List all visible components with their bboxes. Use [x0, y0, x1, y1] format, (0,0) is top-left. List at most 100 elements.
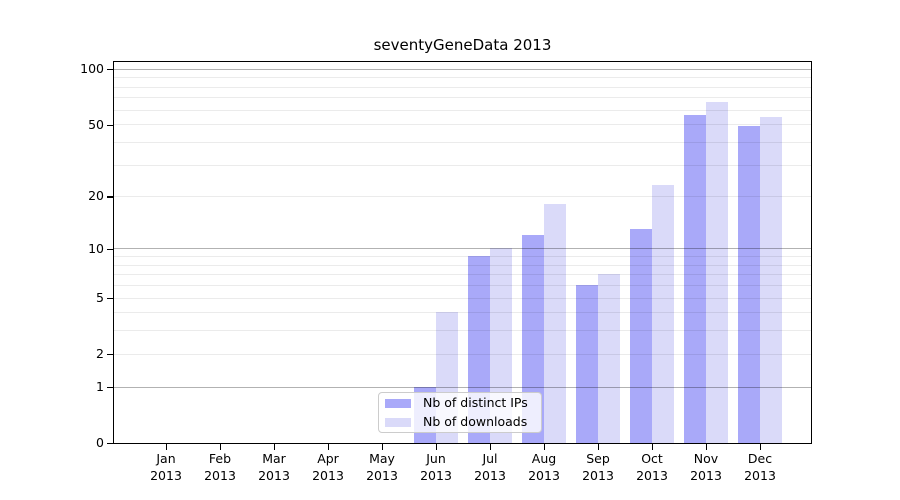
- x-tick-jul: [490, 443, 492, 450]
- plot-area: [112, 60, 812, 444]
- bar-downloads-oct: [651, 185, 674, 443]
- x-tick-label-aug: Aug 2013: [512, 450, 576, 484]
- gridline-y-90: [113, 77, 811, 79]
- x-tick-month-oct: Oct: [641, 451, 663, 466]
- x-tick-apr: [328, 443, 330, 450]
- x-tick-year-aug: 2013: [528, 468, 560, 483]
- y-tick-5: [107, 297, 114, 300]
- gridline-y-3: [113, 330, 811, 332]
- legend-item-downloads: Nb of downloads: [385, 414, 535, 430]
- x-tick-aug: [544, 443, 546, 450]
- x-tick-year-apr: 2013: [312, 468, 344, 483]
- legend: Nb of distinct IPs Nb of downloads: [378, 392, 542, 433]
- x-tick-label-jul: Jul 2013: [458, 450, 522, 484]
- y-tick-label-0: 0: [96, 435, 104, 450]
- x-tick-month-sep: Sep: [586, 451, 610, 466]
- bar-downloads-aug: [543, 204, 566, 443]
- x-tick-sep: [598, 443, 600, 450]
- bar-distinct-ips-dec: [737, 125, 760, 443]
- gridline-y-70: [113, 97, 811, 99]
- x-tick-label-nov: Nov 2013: [674, 450, 738, 484]
- y-tick-label-20: 20: [88, 188, 104, 204]
- gridline-y-80: [113, 86, 811, 88]
- chart-title: seventyGeneData 2013: [373, 36, 552, 54]
- x-tick-month-jun: Jun: [426, 451, 446, 466]
- y-tick-label-50: 50: [88, 116, 104, 132]
- x-tick-mar: [274, 443, 276, 450]
- bar-downloads-sep: [597, 274, 620, 443]
- x-tick-dec: [760, 443, 762, 450]
- gridline-y-7: [113, 274, 811, 276]
- legend-label-distinct-ips: Nb of distinct IPs: [423, 395, 528, 410]
- bar-distinct-ips-oct: [629, 228, 652, 443]
- gridline-y-5: [113, 297, 811, 299]
- x-tick-year-jan: 2013: [150, 468, 182, 483]
- x-tick-label-dec: Dec 2013: [728, 450, 792, 484]
- gridline-y-30: [113, 164, 811, 166]
- y-tick-20: [107, 196, 114, 198]
- x-tick-month-mar: Mar: [262, 451, 286, 466]
- gridline-y-6: [113, 285, 811, 287]
- x-tick-month-jan: Jan: [156, 451, 176, 466]
- y-tick-1: [107, 386, 114, 389]
- gridline-y-1: [113, 386, 811, 388]
- bar-distinct-ips-nov: [683, 115, 706, 443]
- gridline-y-60: [113, 109, 811, 111]
- x-tick-label-sep: Sep 2013: [566, 450, 630, 484]
- legend-swatch-downloads: [385, 417, 411, 427]
- x-tick-year-jul: 2013: [474, 468, 506, 483]
- gridline-y-8: [113, 264, 811, 266]
- x-tick-month-aug: Aug: [531, 451, 557, 466]
- y-tick-2: [107, 354, 114, 356]
- gridline-y-50: [113, 124, 811, 126]
- legend-item-distinct-ips: Nb of distinct IPs: [385, 395, 535, 411]
- y-tick-100: [107, 69, 114, 71]
- bar-downloads-dec: [759, 116, 782, 443]
- x-tick-month-feb: Feb: [208, 451, 232, 466]
- x-tick-year-dec: 2013: [744, 468, 776, 483]
- y-tick-50: [107, 124, 114, 126]
- gridline-y-2: [113, 353, 811, 355]
- gridline-y-40: [113, 141, 811, 143]
- legend-label-downloads: Nb of downloads: [423, 414, 528, 429]
- legend-swatch-distinct-ips: [385, 398, 411, 408]
- x-tick-label-may: May 2013: [350, 450, 414, 484]
- x-tick-oct: [652, 443, 654, 450]
- x-tick-month-apr: Apr: [317, 451, 339, 466]
- bar-downloads-nov: [705, 102, 728, 443]
- x-tick-year-nov: 2013: [690, 468, 722, 483]
- x-tick-label-mar: Mar 2013: [242, 450, 306, 484]
- gridline-y-4: [113, 312, 811, 314]
- y-tick-label-1: 1: [96, 378, 104, 394]
- gridline-y-10: [113, 248, 811, 250]
- x-tick-feb: [220, 443, 222, 450]
- x-tick-month-may: May: [369, 451, 395, 466]
- x-tick-year-jun: 2013: [420, 468, 452, 483]
- x-tick-label-feb: Feb 2013: [188, 450, 252, 484]
- bar-distinct-ips-sep: [575, 285, 598, 443]
- gridline-y-100: [113, 68, 811, 70]
- x-tick-year-oct: 2013: [636, 468, 668, 483]
- x-tick-year-sep: 2013: [582, 468, 614, 483]
- y-tick-10: [107, 248, 114, 251]
- x-tick-month-nov: Nov: [693, 451, 719, 466]
- x-tick-jun: [436, 443, 438, 450]
- x-tick-label-apr: Apr 2013: [296, 450, 360, 484]
- x-tick-month-jul: Jul: [482, 451, 498, 466]
- x-tick-may: [382, 443, 384, 450]
- gridline-y-9: [113, 256, 811, 258]
- x-tick-month-dec: Dec: [747, 451, 773, 466]
- y-tick-0: [107, 443, 114, 445]
- x-tick-jan: [166, 443, 168, 450]
- x-tick-label-jun: Jun 2013: [404, 450, 468, 484]
- bar-distinct-ips-aug: [521, 234, 544, 443]
- y-tick-label-5: 5: [96, 289, 104, 305]
- x-tick-year-may: 2013: [366, 468, 398, 483]
- x-tick-year-feb: 2013: [204, 468, 236, 483]
- gridline-y-20: [113, 196, 811, 198]
- y-tick-label-2: 2: [96, 346, 104, 362]
- y-tick-label-100: 100: [80, 61, 104, 77]
- y-tick-label-10: 10: [88, 240, 104, 256]
- x-tick-label-oct: Oct 2013: [620, 450, 684, 484]
